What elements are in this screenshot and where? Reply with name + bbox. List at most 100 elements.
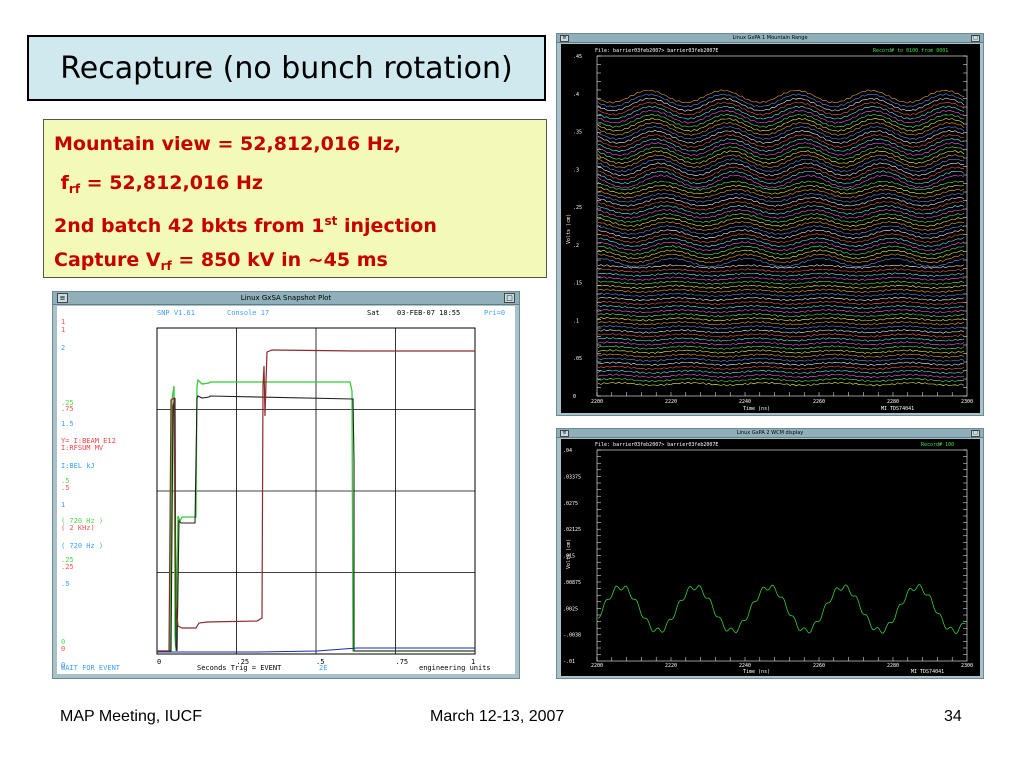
mountain-trace-line — [597, 272, 965, 277]
window-menu-button[interactable]: ≡ — [560, 35, 569, 42]
info-line-mountain-view: Mountain view = 52,812,016 Hz, — [54, 133, 402, 155]
snapshot-titlebar[interactable]: Linux GxSA Snapshot Plot ≡ □ — [53, 292, 519, 305]
mountain-trace-line — [597, 97, 965, 112]
scale-label: I:BEL kJ — [61, 462, 95, 470]
mountain-trace-line — [597, 196, 965, 207]
scale-label: .25 — [61, 556, 74, 564]
snapshot-date-label: 03-FEB-07 18:55 — [397, 309, 460, 317]
x-tick-label: 2240 — [739, 663, 751, 669]
mountain-file-label: File: barrier03feb2007> barrier03feb2007… — [595, 48, 718, 54]
mountain-trace-line — [597, 361, 965, 367]
mountain-trace-line — [597, 229, 965, 240]
mountain-y-ticks: .45 .4 .35 .3 .25 .2 .15 .1 .05 0 — [573, 54, 967, 400]
window-menu-button[interactable]: ≡ — [57, 293, 68, 303]
scale-label: 0 — [61, 661, 65, 669]
mountain-trace-line — [598, 162, 965, 177]
x-tick-label: .25 — [237, 658, 250, 666]
y-tick-label: .4 — [573, 92, 579, 98]
wcm-titlebar[interactable]: Linux GxPA 2 WCM display ≡ □ — [557, 429, 983, 438]
scale-label: .75 — [61, 405, 74, 413]
footer-left: MAP Meeting, IUCF — [60, 708, 202, 725]
mountain-trace-line — [597, 154, 965, 169]
mountain-trace-line — [597, 341, 965, 346]
snapshot-units-label: engineering units — [419, 664, 491, 672]
y-tick-label: .05 — [573, 356, 582, 362]
mountain-trace-line — [597, 280, 965, 286]
scale-label: Y= I:BEAM E12 — [61, 437, 116, 445]
snapshot-plot-window[interactable]: Linux GxSA Snapshot Plot ≡ □ SNP V1.61 C… — [52, 291, 520, 679]
mountain-trace-line — [597, 138, 964, 153]
y-tick-label: .3 — [573, 167, 579, 173]
mountain-trace-line — [597, 381, 965, 387]
snapshot-plot-screen: SNP V1.61 Console 17 Sat 03-FEB-07 18:55… — [57, 306, 515, 674]
snapshot-pri-label: Pri=0 — [484, 309, 505, 317]
mountain-trace-line — [597, 377, 965, 383]
wcm-trace — [597, 584, 966, 635]
mountain-trace-line — [597, 204, 965, 215]
mountain-trace-line — [597, 105, 965, 120]
mountain-trace-line — [597, 129, 965, 144]
scale-label: 2 — [61, 344, 65, 352]
mountain-trace-line — [597, 93, 965, 108]
mountain-trace-line — [597, 141, 965, 157]
scale-label: ( 720 Hz ) — [61, 517, 103, 525]
mountain-trace-line — [597, 369, 965, 375]
window-menu-button[interactable]: ≡ — [560, 430, 569, 437]
mountain-trace-line — [597, 253, 965, 264]
scale-label: .5 — [61, 580, 69, 588]
mountain-trace-line — [597, 276, 965, 282]
x-tick-label: 2220 — [665, 663, 677, 669]
mountain-trace-line — [597, 324, 965, 330]
x-tick-label: 1 — [471, 658, 475, 666]
mountain-trace-line — [597, 180, 965, 191]
mountain-trace-line — [597, 312, 965, 318]
mountain-record-label: Record# to 0100 from 0001 — [873, 48, 948, 54]
scale-label: .25 — [61, 399, 74, 407]
mountain-trace-line — [597, 188, 965, 199]
mountain-trace-line — [597, 174, 965, 189]
wcm-x-ticks: 2200 2220 2240 2260 2280 2300 — [591, 657, 973, 669]
x-tick-label: 2220 — [665, 399, 677, 405]
wcm-y-ticks: .04 .03375 .0275 .02125 .015 .00875 .0025 -.003… — [563, 448, 967, 665]
wcm-id-label: MI TDS74041 — [911, 669, 944, 675]
beam-trace — [157, 349, 475, 652]
mountain-trace-line — [597, 146, 965, 161]
info-box: Mountain view = 52,812,016 Hz, frf = 52,… — [43, 119, 547, 278]
mountain-id-label: MI TDS74041 — [881, 406, 914, 412]
x-tick-label: 2240 — [739, 399, 751, 405]
x-tick-label: 0 — [157, 658, 161, 666]
wcm-y-axis-label: Volts (cm) — [566, 539, 572, 569]
mountain-traces — [597, 89, 965, 387]
info-line-capture: Capture Vrf = 850 kV in ~45 ms — [54, 248, 388, 273]
window-close-button[interactable]: □ — [504, 293, 515, 303]
mountain-trace-line — [597, 200, 965, 211]
wcm-screen: File: barrier03feb2007> barrier03feb2007… — [561, 439, 980, 676]
y-tick-label: .15 — [573, 281, 582, 287]
mountain-trace-line — [597, 224, 965, 236]
mountain-y-axis-label: Volts (cm) — [566, 214, 572, 244]
mountain-trace-line — [597, 170, 965, 185]
mountain-x-ticks: 2200 2220 2240 2260 2280 2300 — [591, 392, 973, 405]
x-tick-label: 2300 — [961, 399, 973, 405]
y-tick-label: .2 — [573, 243, 579, 249]
mountain-trace-line — [597, 373, 965, 379]
window-close-button[interactable]: □ — [971, 35, 980, 42]
scale-label: I:RFSUM MV — [61, 444, 104, 452]
window-close-button[interactable]: □ — [971, 430, 980, 437]
x-tick-label: 2200 — [591, 663, 603, 669]
mountain-range-window[interactable]: Linux GxPA 1 Mountain Range ≡ □ File: ba… — [556, 33, 984, 416]
y-tick-label: .04 — [563, 448, 572, 454]
mountain-trace-line — [597, 300, 965, 306]
mountain-trace-line — [597, 353, 965, 358]
mountain-trace-line — [597, 241, 965, 252]
mountain-titlebar[interactable]: Linux GxPA 1 Mountain Range ≡ □ — [557, 34, 983, 43]
wcm-file-label: File: barrier03feb2007> barrier03feb2007… — [595, 442, 718, 448]
mountain-trace-line — [597, 264, 965, 269]
wcm-display-window[interactable]: Linux GxPA 2 WCM display ≡ □ File: barri… — [556, 428, 984, 679]
mountain-trace-line — [597, 109, 965, 124]
info-line-batch: 2nd batch 42 bkts from 1st injection — [54, 214, 437, 237]
mountain-window-title: Linux GxPA 1 Mountain Range — [732, 35, 808, 41]
scale-label: .5 — [61, 477, 69, 485]
scale-label: 1 — [61, 501, 65, 509]
y-tick-label: .45 — [573, 54, 582, 60]
